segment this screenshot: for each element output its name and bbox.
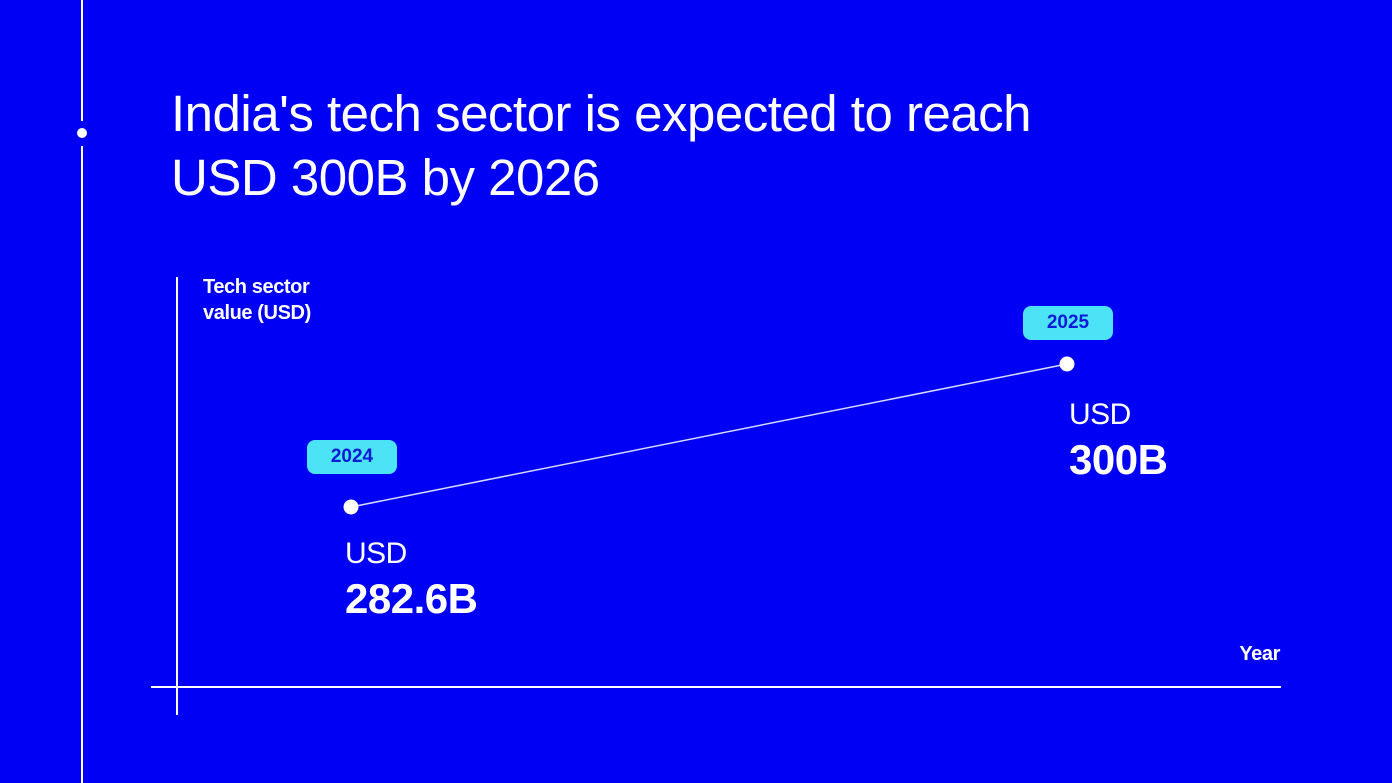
y-axis [176, 277, 178, 715]
decorative-line-top [81, 0, 83, 121]
trend-line [350, 363, 1068, 508]
x-axis-label: Year [1239, 643, 1280, 665]
value-label-2024: 282.6B [345, 575, 478, 622]
year-badge-2025: 2025 [1023, 306, 1113, 340]
year-badge-2024: 2024 [307, 440, 397, 474]
decorative-dot [77, 128, 87, 138]
value-unit-2025: USD [1069, 398, 1131, 431]
chart-title: India's tech sector is expected to reach… [171, 85, 1032, 206]
decorative-line-bottom [81, 146, 83, 783]
data-point-2025 [1059, 356, 1075, 372]
value-label-2025: 300B [1069, 436, 1168, 483]
x-axis [151, 686, 1281, 688]
data-point-2024 [343, 499, 359, 515]
value-unit-2024: USD [345, 537, 407, 570]
y-axis-label: Tech sector value (USD) [203, 276, 311, 324]
